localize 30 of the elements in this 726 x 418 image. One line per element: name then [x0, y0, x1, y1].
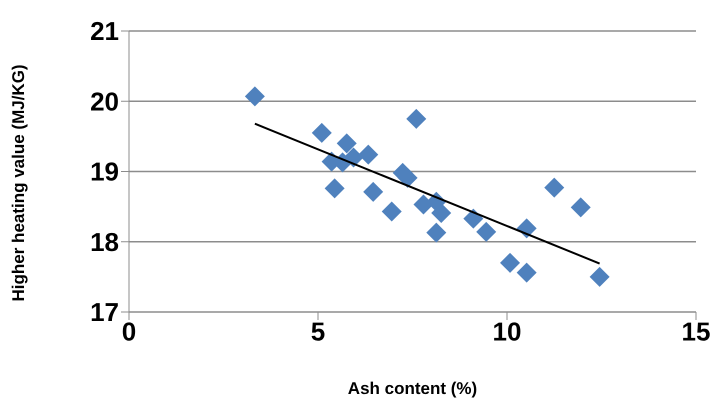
- point: [476, 222, 496, 242]
- y-tick-label: 21: [90, 16, 119, 46]
- y-tick-label: 17: [90, 297, 119, 328]
- point: [426, 222, 446, 243]
- point: [363, 182, 384, 202]
- point: [382, 202, 402, 222]
- y-tick-label: 20: [90, 86, 119, 116]
- point: [244, 86, 265, 106]
- point: [431, 202, 452, 223]
- point: [544, 178, 564, 198]
- x-tick-label: 0: [122, 316, 136, 346]
- point: [590, 266, 610, 287]
- x-axis-title: Ash content (%): [348, 379, 478, 398]
- x-tick-label: 15: [682, 316, 710, 346]
- y-tick-label: 19: [90, 156, 119, 187]
- point: [324, 178, 345, 198]
- point: [570, 197, 591, 218]
- x-tick-label: 10: [492, 316, 522, 346]
- point: [398, 168, 418, 188]
- point: [312, 122, 332, 143]
- point: [500, 252, 520, 273]
- point: [358, 144, 378, 165]
- point: [516, 262, 537, 283]
- point: [406, 108, 426, 129]
- y-axis-title: Higher heating value (MJ/KG): [9, 64, 28, 302]
- point: [336, 133, 357, 154]
- point: [463, 208, 484, 229]
- point: [413, 194, 434, 215]
- y-tick-label: 18: [90, 226, 119, 257]
- x-tick-label: 5: [310, 316, 326, 346]
